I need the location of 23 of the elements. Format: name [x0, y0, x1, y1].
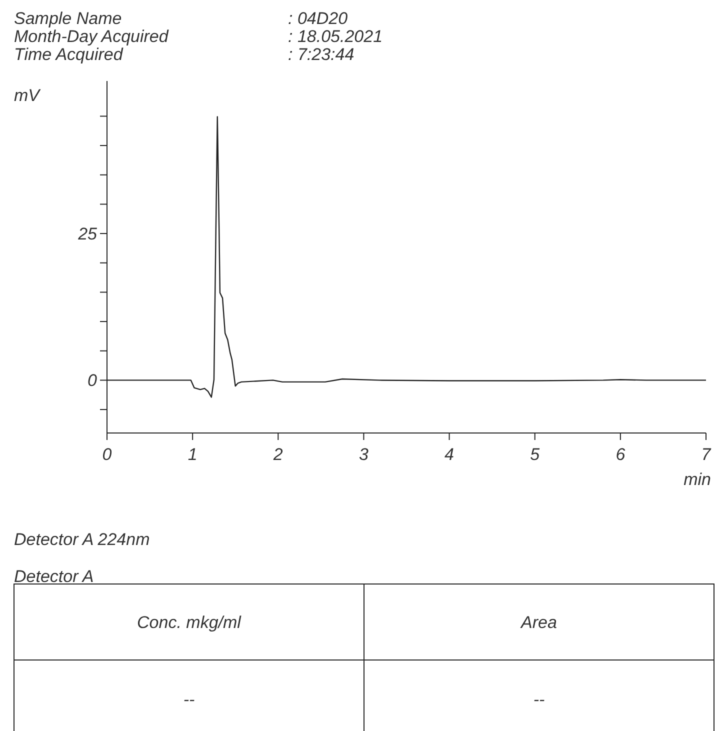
x-tick-label: 3: [358, 445, 369, 464]
text: Conc. mkg/ml: [137, 613, 242, 632]
text: : 18.05.2021: [288, 27, 383, 46]
text: Time Acquired: [14, 45, 124, 64]
x-tick-label: 2: [272, 445, 284, 464]
y-axis-title: mV: [14, 86, 42, 105]
text: --: [183, 690, 195, 709]
text: Detector A: [14, 567, 94, 586]
text: Month-Day Acquired: [14, 27, 169, 46]
x-axis-title: min: [684, 470, 711, 489]
text: Detector A 224nm: [14, 530, 150, 549]
x-tick-label: 6: [616, 445, 626, 464]
text: : 04D20: [288, 9, 348, 28]
x-tick-label: 4: [444, 445, 454, 464]
text: Area: [520, 613, 557, 632]
x-tick-label: 0: [102, 445, 112, 464]
y-tick-label: 25: [77, 224, 98, 244]
text: --: [533, 690, 545, 709]
x-tick-label: 7: [701, 445, 712, 464]
x-tick-label: 5: [530, 445, 540, 464]
text: : 7:23:44: [288, 45, 354, 64]
text: Sample Name: [14, 9, 122, 28]
x-tick-label: 1: [188, 445, 198, 464]
